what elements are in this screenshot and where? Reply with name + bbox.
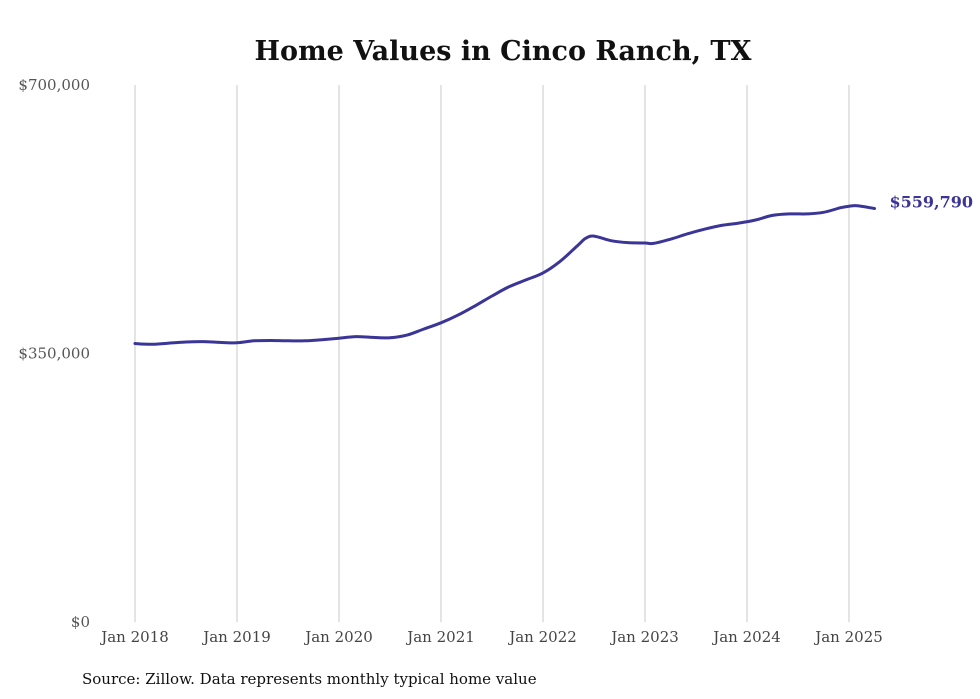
x-tick-label: Jan 2021 [405, 628, 475, 646]
x-tick-label: Jan 2023 [609, 628, 679, 646]
y-tick-label: $700,000 [18, 76, 90, 94]
vertical-gridlines [134, 85, 850, 622]
source-note: Source: Zillow. Data represents monthly … [82, 670, 537, 688]
y-tick-label: $0 [71, 613, 90, 631]
x-tick-label: Jan 2018 [99, 628, 169, 646]
latest-value-label: $559,790 [890, 193, 974, 212]
x-tick-label: Jan 2025 [813, 628, 883, 646]
chart-title: Home Values in Cinco Ranch, TX [255, 36, 752, 67]
home-value-line [133, 204, 876, 346]
x-tick-label: Jan 2024 [711, 628, 781, 646]
y-axis-tick-labels: $0 $350,000 $700,000 [18, 76, 90, 631]
x-tick-label: Jan 2020 [303, 628, 373, 646]
x-tick-label: Jan 2022 [507, 628, 577, 646]
y-tick-label: $350,000 [18, 345, 90, 363]
x-tick-label: Jan 2019 [201, 628, 271, 646]
x-axis-tick-labels: Jan 2018 Jan 2019 Jan 2020 Jan 2021 Jan 2022… [99, 628, 883, 646]
